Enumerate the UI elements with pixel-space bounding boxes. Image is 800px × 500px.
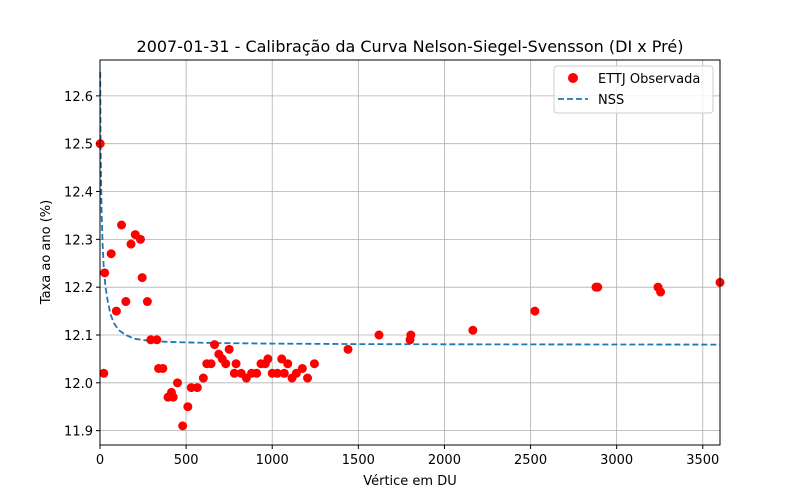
observed-point — [343, 344, 353, 354]
observed-point — [593, 282, 603, 292]
observed-point — [142, 297, 152, 307]
observed-series — [95, 139, 725, 431]
observed-point — [374, 330, 384, 340]
legend-label-observed: ETTJ Observada — [598, 72, 700, 87]
observed-point — [277, 354, 287, 364]
y-tick-label: 11.9 — [64, 425, 93, 440]
observed-point — [106, 249, 116, 259]
observed-point — [168, 392, 178, 402]
x-tick-label: 3500 — [686, 453, 719, 468]
y-tick-label: 12.0 — [64, 377, 93, 392]
observed-point — [192, 383, 202, 393]
observed-point — [656, 287, 666, 297]
x-tick-label: 500 — [174, 453, 199, 468]
nss-series — [99, 71, 721, 346]
y-tick-label: 12.4 — [64, 186, 93, 201]
x-axis-label: Vértice em DU — [363, 474, 457, 489]
y-tick-label: 12.1 — [64, 329, 93, 344]
observed-point — [272, 368, 282, 378]
observed-point — [224, 344, 234, 354]
nss-curve-line — [99, 71, 721, 346]
observed-point — [100, 268, 110, 278]
observed-point — [173, 378, 182, 388]
observed-point — [231, 359, 241, 369]
observed-point — [229, 368, 239, 378]
legend-marker-observed — [568, 73, 578, 83]
observed-point — [309, 359, 319, 369]
legend: ETTJ Observada NSS — [553, 65, 714, 114]
observed-point — [198, 373, 208, 383]
observed-point — [279, 368, 289, 378]
observed-point — [210, 340, 220, 350]
y-tick-label: 12.2 — [64, 281, 93, 296]
observed-point — [252, 368, 262, 378]
x-tick-label: 3000 — [600, 453, 633, 468]
observed-point — [406, 330, 416, 340]
observed-point — [297, 363, 307, 373]
plot-area-frame — [99, 59, 721, 446]
observed-point — [99, 368, 109, 378]
x-tick-label: 1000 — [256, 453, 289, 468]
x-axis-ticks: 0 500 1000 1500 2000 2500 3000 3500 — [96, 445, 719, 468]
observed-point — [135, 234, 145, 244]
y-tick-label: 12.6 — [64, 90, 93, 105]
observed-point — [530, 306, 540, 316]
observed-point — [152, 335, 162, 345]
observed-point — [303, 373, 313, 383]
observed-point — [178, 421, 188, 431]
observed-point — [221, 359, 231, 369]
observed-point — [206, 359, 216, 369]
observed-point — [111, 306, 121, 316]
observed-point — [291, 368, 301, 378]
y-tick-label: 12.5 — [64, 138, 93, 153]
y-axis-label: Taxa ao ano (%) — [39, 200, 54, 305]
observed-point — [263, 354, 273, 364]
observed-point — [137, 273, 147, 283]
x-tick-label: 1500 — [342, 453, 375, 468]
observed-point — [183, 402, 193, 412]
y-axis-ticks: 11.9 12.0 12.1 12.2 12.3 12.4 12.5 12.6 — [64, 90, 100, 440]
y-tick-label: 12.3 — [64, 233, 93, 248]
observed-point — [121, 297, 131, 307]
x-tick-label: 2000 — [428, 453, 461, 468]
x-tick-label: 0 — [96, 453, 104, 468]
x-tick-label: 2500 — [514, 453, 547, 468]
observed-point — [117, 220, 127, 230]
legend-box — [553, 65, 714, 114]
observed-point — [283, 359, 293, 369]
observed-point — [468, 325, 478, 335]
observed-point — [126, 239, 136, 249]
legend-label-nss: NSS — [598, 93, 624, 108]
chart-title: 2007-01-31 - Calibração da Curva Nelson-… — [137, 37, 684, 56]
observed-point — [158, 363, 168, 373]
